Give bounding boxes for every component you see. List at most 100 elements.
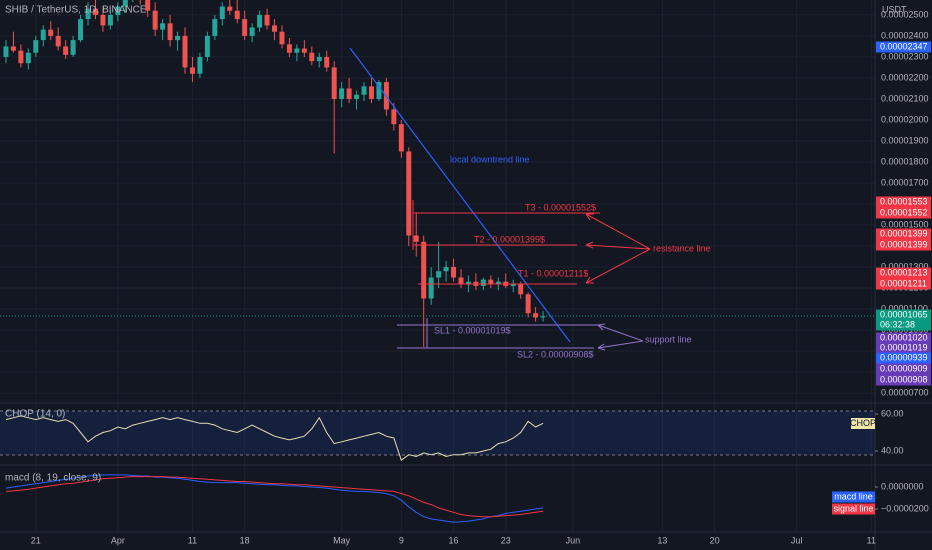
- candle-body: [309, 52, 315, 62]
- candle-body: [525, 294, 531, 314]
- price-badge-label: 0.00001399: [880, 228, 928, 238]
- price-badge: [876, 319, 931, 331]
- candle-body: [518, 283, 524, 295]
- candle-body: [286, 44, 292, 53]
- candle-body: [145, 0, 151, 11]
- price-badge: [876, 278, 931, 290]
- candle-body: [48, 29, 54, 36]
- candle-body: [175, 35, 181, 41]
- candle-body: [488, 279, 494, 284]
- legend-label: signal line: [833, 503, 873, 513]
- indicator-line: [5, 415, 544, 462]
- legend-label: macd line: [834, 491, 873, 501]
- price-badge: [876, 196, 931, 208]
- y-tick-label: 0.00001700: [881, 177, 929, 187]
- candle-body: [197, 56, 203, 74]
- price-badge: [876, 239, 931, 251]
- candle-body: [70, 40, 76, 55]
- candle-body: [540, 316, 546, 318]
- price-badge-label: 0.00001020: [880, 332, 928, 342]
- candle-body: [533, 313, 539, 318]
- candle-body: [122, 0, 128, 7]
- trend-line: [349, 47, 571, 343]
- candle-body: [376, 82, 382, 99]
- candle-body: [413, 235, 419, 242]
- candle-body: [264, 14, 270, 26]
- candle-body: [316, 56, 322, 62]
- marks: [3, 0, 546, 523]
- y-tick-label: −0.0000200: [881, 503, 929, 513]
- candle-body: [219, 6, 225, 20]
- candle-body: [510, 283, 516, 286]
- indicator-badge: [851, 418, 875, 429]
- candle-body: [361, 86, 367, 95]
- candle-body: [100, 14, 106, 26]
- annotation: T1 - 0.00001211$: [518, 268, 588, 278]
- candle-body: [3, 46, 9, 57]
- drawings: [349, 47, 651, 351]
- price-badge: [876, 309, 931, 321]
- candle-body: [495, 281, 501, 284]
- annotation: local downtrend line: [450, 154, 530, 164]
- price-badge: [876, 41, 931, 53]
- candle-body: [443, 267, 449, 272]
- candle-body: [324, 56, 330, 68]
- x-tick-label: Apr: [111, 535, 125, 545]
- candle-body: [272, 25, 278, 32]
- candle-body: [249, 27, 255, 36]
- y-tick-label: 0.00001100: [881, 303, 928, 313]
- price-badge-label: 0.00000908: [880, 374, 928, 384]
- price-badge-label: 0.00000939: [880, 352, 928, 362]
- candle-body: [354, 94, 360, 99]
- grid: [0, 0, 875, 532]
- legend-badge: [832, 503, 875, 515]
- annotation: SL1 - 0.00001019$: [434, 325, 511, 335]
- annotation: support line: [645, 334, 692, 344]
- candle-body: [78, 19, 84, 41]
- candle-body: [436, 271, 442, 278]
- candle-body: [451, 267, 457, 278]
- candle-body: [115, 6, 121, 15]
- candle-body: [234, 10, 240, 20]
- candle-body: [339, 88, 345, 99]
- candle-body: [33, 40, 39, 53]
- x-tick-label: 18: [240, 535, 250, 545]
- legend-badge: [832, 491, 875, 503]
- y-tick-label: 0.00002100: [881, 93, 929, 103]
- candle-body: [160, 23, 166, 30]
- price-badge-label: 0.00002347: [880, 41, 928, 51]
- y-tick-label: 40.00: [881, 445, 904, 455]
- indicator-line: [5, 476, 544, 518]
- price-badge-label: 0.00001065: [880, 309, 928, 319]
- candle-body: [391, 109, 397, 125]
- candle-body: [55, 35, 61, 47]
- x-tick-label: 21: [31, 535, 41, 545]
- price-badge-label: 0.00001552: [880, 207, 928, 217]
- candle-body: [10, 46, 16, 51]
- candle-body: [182, 35, 188, 68]
- candle-body: [368, 86, 374, 99]
- annotation: SL2 - 0.00000908$: [517, 349, 594, 359]
- candle-body: [212, 19, 218, 36]
- candle-body: [398, 124, 404, 152]
- price-badge-label: 0.00000909: [880, 363, 928, 373]
- y-tick-label: 0.00002000: [881, 114, 929, 124]
- y-tick-label: 0.00002400: [881, 30, 929, 40]
- annotation: T2 - 0.00001399$: [474, 234, 545, 244]
- candle-body: [428, 277, 434, 299]
- y-tick-label: 0.00002300: [881, 51, 929, 61]
- candle-body: [227, 6, 233, 11]
- axis-unit: USDT: [882, 4, 907, 14]
- candle-body: [107, 14, 113, 26]
- x-tick-label: 11: [867, 535, 876, 545]
- x-tick-label: 16: [449, 535, 459, 545]
- x-tick-label: May: [333, 535, 351, 545]
- candle-body: [257, 14, 263, 28]
- candle-body: [85, 8, 91, 20]
- price-badge-label: 0.00001399: [880, 239, 928, 249]
- chop-title: CHOP (14, 0): [5, 409, 65, 420]
- y-tick-label: 0.00000700: [881, 387, 929, 397]
- candle-body: [40, 29, 46, 41]
- candle-body: [189, 67, 195, 74]
